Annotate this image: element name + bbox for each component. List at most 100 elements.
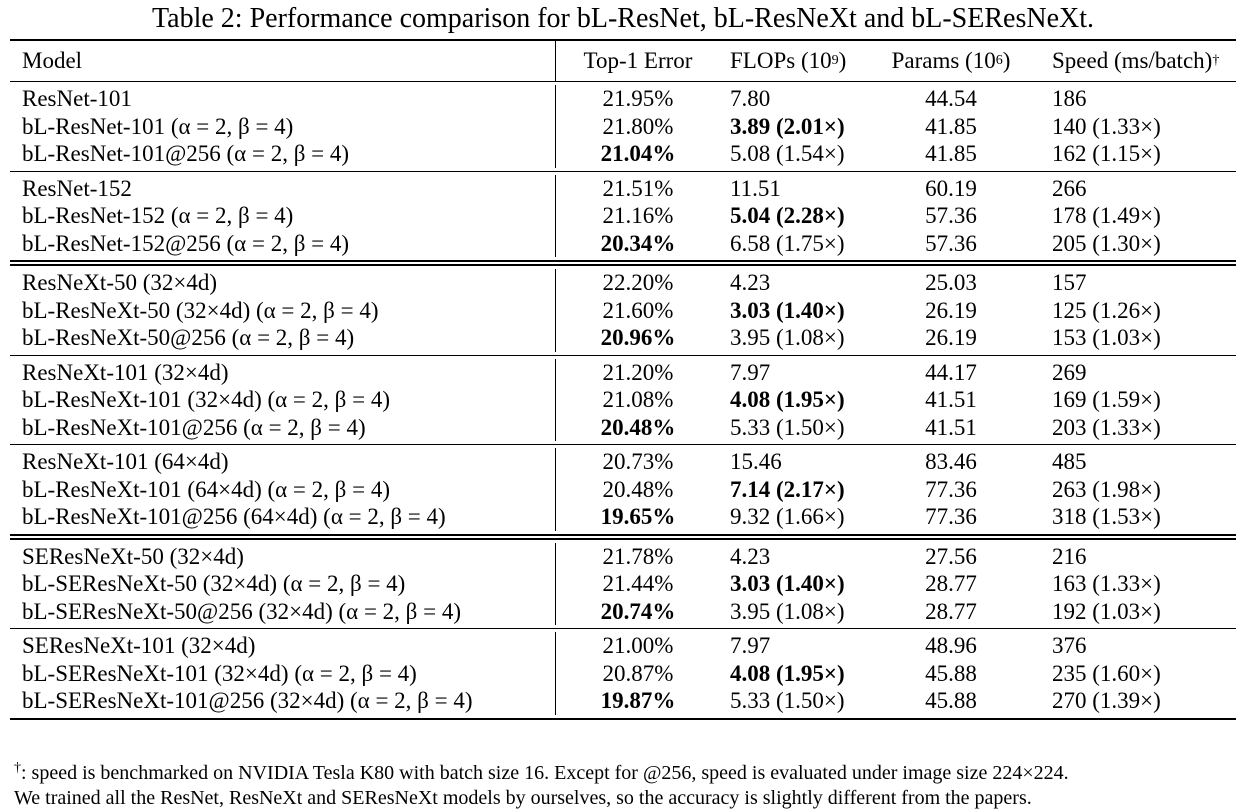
cell-params: 27.56 (925, 543, 977, 569)
row-group: SEResNeXt-50 (32×4d) 21.78% 4.23 27.56 216 bL… (10, 540, 1236, 629)
top-rule (10, 39, 1236, 41)
cell-flops: 11.51 (730, 175, 781, 201)
cell-params: 41.85 (925, 113, 977, 139)
cell-speed: 235 (1.60×) (1052, 660, 1161, 686)
row-group: ResNeXt-101 (64×4d) 20.73% 15.46 83.46 485 bL… (10, 445, 1236, 534)
cell-params: 28.77 (925, 598, 977, 624)
cell-model: bL-ResNet-101@256 (α = 2, β = 4) (10, 140, 556, 168)
cell-speed: 125 (1.26×) (1052, 297, 1161, 323)
cell-top1-error: 21.78% (602, 543, 674, 569)
cell-model: bL-ResNet-152@256 (α = 2, β = 4) (10, 229, 556, 257)
table-row: bL-ResNet-152@256 (α = 2, β = 4) 20.34% 6.… (10, 229, 1236, 257)
cell-flops: 3.95 (1.08×) (730, 598, 845, 624)
table-caption: Table 2: Performance comparison for bL-R… (152, 3, 1094, 34)
cell-top1-error: 21.16% (602, 203, 674, 228)
table-row: bL-SEResNeXt-50 (32×4d) (α = 2, β = 4) 21… (10, 570, 1236, 598)
row-group: ResNeXt-101 (32×4d) 21.20% 7.97 44.17 269 bL-… (10, 356, 1236, 445)
table-row: bL-ResNeXt-101 (64×4d) (α = 2, β = 4) 20.… (10, 475, 1236, 503)
header-speed-label: Speed (ms/batch) (1052, 48, 1213, 73)
table-row: SEResNeXt-50 (32×4d) 21.78% 4.23 27.56 216 (10, 542, 1236, 570)
cell-params: 57.36 (925, 230, 977, 256)
cell-model: bL-ResNet-152 (α = 2, β = 4) (10, 202, 556, 230)
table-row: bL-ResNeXt-101@256 (64×4d) (α = 2, β = 4… (10, 503, 1236, 531)
cell-top1-error: 21.60% (602, 297, 674, 323)
cell-speed: 376 (1052, 633, 1087, 658)
table-row: bL-ResNeXt-50 (32×4d) (α = 2, β = 4) 21.6… (10, 296, 1236, 324)
cell-flops: 4.08 (1.95×) (730, 660, 845, 686)
cell-model: SEResNeXt-50 (32×4d) (10, 542, 556, 570)
cell-speed: 140 (1.33×) (1052, 113, 1161, 139)
cell-flops: 4.23 (730, 543, 771, 569)
header-flops-close: ) (838, 48, 847, 73)
cell-top1-error: 21.95% (602, 86, 674, 111)
cell-top1-error: 22.20% (602, 270, 674, 295)
cell-top1-error: 21.44% (602, 571, 674, 596)
cell-model: bL-ResNeXt-50 (32×4d) (α = 2, β = 4) (10, 296, 556, 324)
cell-model: bL-SEResNeXt-50@256 (32×4d) (α = 2, β = … (10, 597, 556, 625)
cell-params: 41.51 (925, 414, 977, 440)
header-flops-label: FLOPs (10 (730, 48, 832, 73)
cell-params: 83.46 (925, 449, 977, 474)
group-separator (10, 444, 1236, 445)
cell-model: bL-SEResNeXt-101@256 (32×4d) (α = 2, β =… (10, 687, 556, 715)
cell-model: ResNeXt-50 (32×4d) (10, 269, 556, 297)
cell-flops: 6.58 (1.75×) (730, 230, 845, 256)
cell-top1-error: 20.74% (600, 598, 676, 624)
footnote: †: speed is benchmarked on NVIDIA Tesla … (14, 761, 1069, 811)
cell-flops: 3.03 (1.40×) (730, 297, 845, 323)
cell-params: 41.85 (925, 141, 977, 166)
cell-model: bL-ResNet-101 (α = 2, β = 4) (10, 112, 556, 140)
cell-speed: 203 (1.33×) (1052, 414, 1161, 440)
cell-params: 41.51 (925, 387, 977, 412)
table-row: bL-ResNet-101 (α = 2, β = 4) 21.80% 3.89 (… (10, 112, 1236, 140)
cell-flops: 3.95 (1.08×) (730, 325, 845, 350)
cell-flops: 7.97 (730, 633, 771, 658)
cell-params: 60.19 (925, 175, 977, 201)
cell-top1-error: 20.48% (600, 414, 676, 440)
cell-model: ResNet-101 (10, 85, 556, 113)
header-flops: FLOPs (10 9) (730, 48, 847, 73)
cell-model: bL-ResNeXt-101@256 (64×4d) (α = 2, β = 4… (10, 503, 556, 531)
cell-params: 57.36 (925, 203, 977, 228)
header-speed: Speed (ms/batch) † (1052, 48, 1220, 73)
cell-speed: 205 (1.30×) (1052, 230, 1161, 256)
cell-top1-error: 21.80% (602, 113, 674, 139)
cell-top1-error: 21.04% (600, 141, 676, 166)
cell-flops: 15.46 (730, 449, 782, 474)
cell-flops: 3.89 (2.01×) (730, 113, 845, 139)
table-row: bL-SEResNeXt-101@256 (32×4d) (α = 2, β =… (10, 687, 1236, 715)
cell-params: 25.03 (925, 270, 977, 295)
cell-top1-error: 20.96% (600, 325, 676, 350)
cell-params: 48.96 (925, 633, 977, 658)
cell-top1-error: 21.00% (602, 633, 674, 658)
header-params-close: ) (1002, 48, 1011, 73)
cell-speed: 192 (1.03×) (1052, 598, 1161, 624)
cell-speed: 157 (1052, 270, 1087, 295)
cell-flops: 4.08 (1.95×) (730, 387, 845, 412)
cell-params: 77.36 (925, 476, 977, 502)
header-params: Params (10 6) (891, 48, 1011, 73)
table-row: bL-ResNeXt-101@256 (α = 2, β = 4) 20.48% 5… (10, 413, 1236, 441)
cell-flops: 9.32 (1.66×) (730, 504, 845, 529)
cell-top1-error: 20.34% (600, 230, 676, 256)
table-row: ResNet-101 21.95% 7.80 44.54 186 (10, 85, 1236, 113)
group-separator (10, 260, 1236, 266)
cell-speed: 485 (1052, 449, 1087, 474)
cell-speed: 266 (1052, 175, 1087, 201)
cell-flops: 5.08 (1.54×) (730, 141, 845, 166)
bottom-rule (10, 717, 1236, 720)
cell-speed: 216 (1052, 543, 1087, 569)
table-header: Model Top-1 Error FLOPs (10 9) Params (10… (10, 41, 1236, 81)
row-group: ResNet-101 21.95% 7.80 44.54 186 bL-ResNet-10… (10, 82, 1236, 171)
cell-model: ResNet-152 (10, 174, 556, 202)
cell-params: 44.54 (925, 86, 977, 111)
header-top1: Top-1 Error (583, 48, 693, 73)
cell-model: ResNeXt-101 (32×4d) (10, 358, 556, 386)
cell-speed: 269 (1052, 359, 1087, 385)
header-rule (10, 81, 1236, 82)
table-row: bL-ResNet-152 (α = 2, β = 4) 21.16% 5.04 (… (10, 202, 1236, 230)
cell-params: 45.88 (925, 688, 977, 713)
table-row: bL-SEResNeXt-101 (32×4d) (α = 2, β = 4) 2… (10, 659, 1236, 687)
table-row: ResNeXt-50 (32×4d) 22.20% 4.23 25.03 157 (10, 269, 1236, 297)
cell-speed: 186 (1052, 86, 1087, 111)
